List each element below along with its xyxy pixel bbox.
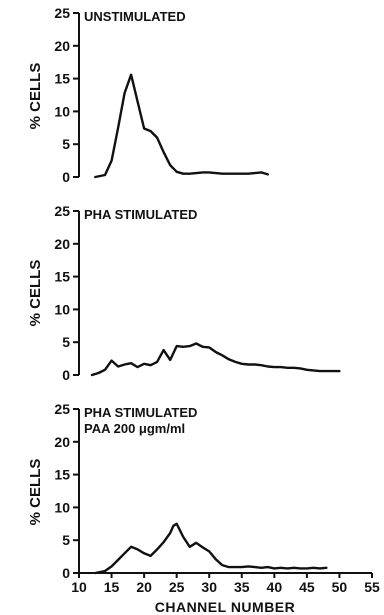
y-tick-label: 10 [54,499,70,515]
data-line [94,73,269,179]
y-tick-label: 0 [62,367,70,383]
x-tick-label: 20 [136,579,152,595]
y-axis-label: % CELLS [27,459,44,526]
y-tick-label: 5 [62,334,70,350]
panel-title: PHA STIMULATED [84,405,197,420]
y-tick-label: 25 [54,203,70,219]
panel-pha-stimulated-paa: PHA STIMULATED PAA 200 μgm/ml % CELLS 0 5… [27,401,380,595]
y-tick-label: 10 [54,301,70,317]
x-tick-label: 45 [299,579,315,595]
data-line [94,522,328,575]
panel-unstimulated: UNSTIMULATED % CELLS 0 5 10 15 20 25 [27,5,269,185]
x-tick-label: 50 [332,579,348,595]
y-tick-label: 10 [54,103,70,119]
x-tick-label: 30 [201,579,217,595]
y-tick-label: 25 [54,401,70,417]
y-tick-label: 5 [62,136,70,152]
y-tick-label: 25 [54,5,70,21]
panel-pha-stimulated: PHA STIMULATED % CELLS 0 5 10 15 20 25 [27,203,341,383]
x-tick-label: 40 [267,579,283,595]
y-axis-label: % CELLS [27,63,44,130]
x-tick-label: 15 [104,579,120,595]
y-tick-label: 0 [62,565,70,581]
y-tick-label: 15 [54,71,70,87]
x-tick-label: 55 [364,579,380,595]
data-line [90,342,341,377]
panel-subtitle: PAA 200 μgm/ml [84,421,185,436]
series-line [94,73,269,179]
panel-title: PHA STIMULATED [84,207,197,222]
panel-title: UNSTIMULATED [84,9,186,24]
x-axis: 10 15 20 25 30 35 40 45 50 55 [71,572,380,595]
y-axis: 0 5 10 15 20 25 [54,5,80,185]
series-line [94,522,328,575]
x-tick-label: 10 [71,579,87,595]
y-axis-label: % CELLS [27,260,44,327]
y-axis: 0 5 10 15 20 25 [54,401,80,581]
x-axis-label: CHANNEL NUMBER [155,599,296,615]
y-tick-label: 20 [54,236,70,252]
series-line [90,342,341,377]
y-tick-label: 20 [54,434,70,450]
y-tick-label: 0 [62,169,70,185]
y-tick-label: 20 [54,38,70,54]
y-tick-label: 15 [54,467,70,483]
y-tick-label: 5 [62,532,70,548]
y-tick-label: 15 [54,269,70,285]
y-axis: 0 5 10 15 20 25 [54,203,80,383]
x-tick-label: 25 [169,579,185,595]
x-tick-label: 35 [234,579,250,595]
